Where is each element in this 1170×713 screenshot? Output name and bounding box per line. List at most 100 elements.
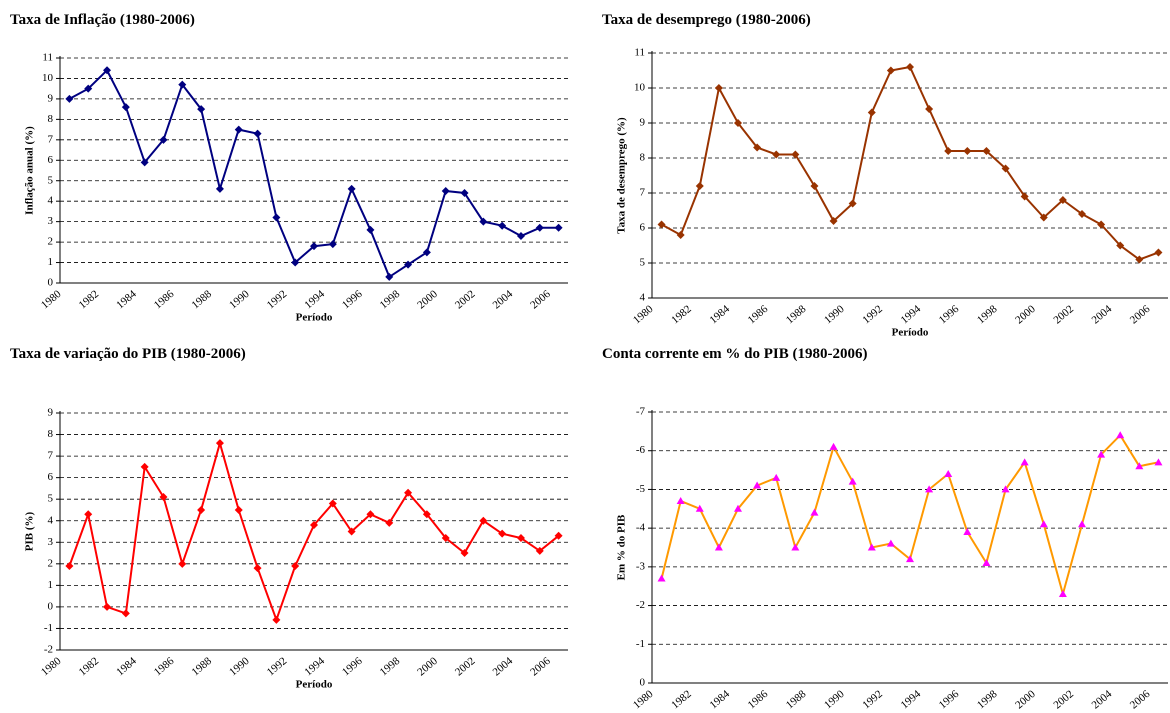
data-point — [1001, 485, 1010, 493]
x-axis-label: Período — [296, 679, 333, 691]
y-tick-label: 6 — [48, 471, 54, 483]
data-point — [963, 528, 972, 536]
x-axis-label: Período — [892, 327, 929, 339]
data-point — [982, 558, 991, 566]
data-point — [963, 147, 972, 155]
data-point — [159, 135, 168, 144]
data-line — [661, 65, 1159, 261]
x-tick-label: 1988 — [190, 655, 215, 679]
data-point — [1097, 220, 1106, 229]
data-point — [657, 574, 666, 582]
data-point — [479, 217, 488, 226]
x-tick-label: 2002 — [1051, 303, 1076, 326]
y-tick-label: 2 — [48, 557, 54, 569]
data-point — [310, 242, 318, 251]
y-tick-label: 6 — [48, 154, 54, 166]
data-point — [1135, 462, 1144, 470]
y-tick-label: 7 — [640, 187, 646, 199]
data-point — [479, 516, 488, 525]
y-tick-label: 4 — [48, 195, 54, 207]
x-tick-label: 1992 — [265, 288, 290, 311]
data-point — [554, 223, 563, 232]
x-tick-label: 2004 — [1090, 688, 1115, 712]
data-point — [554, 531, 563, 540]
y-tick-label: 5 — [48, 174, 54, 186]
data-point — [178, 80, 187, 89]
data-point — [810, 508, 819, 516]
x-tick-label: 2006 — [528, 655, 553, 679]
data-point — [140, 158, 149, 167]
data-point — [65, 94, 74, 103]
x-tick-label: 2006 — [528, 288, 553, 312]
data-point — [215, 184, 224, 193]
data-point — [1097, 450, 1106, 458]
y-tick-label: 4 — [48, 514, 54, 526]
data-point — [848, 477, 857, 485]
data-point — [404, 260, 413, 269]
y-tick-label: 9 — [48, 407, 54, 419]
x-tick-label: 2002 — [453, 655, 478, 678]
data-point — [347, 184, 356, 193]
data-point — [1116, 241, 1125, 250]
x-tick-label: 1984 — [114, 288, 139, 312]
y-tick-label: 0 — [640, 677, 646, 689]
data-point — [178, 559, 187, 568]
data-point — [441, 533, 450, 542]
data-point — [867, 108, 876, 117]
x-tick-label: 2000 — [415, 655, 440, 679]
y-tick-label: 10 — [634, 82, 646, 94]
data-point — [215, 439, 224, 448]
y-tick-label: -7 — [636, 406, 646, 418]
data-point — [535, 223, 544, 232]
x-tick-label: 2006 — [1128, 688, 1153, 712]
x-tick-label: 1994 — [302, 288, 327, 312]
y-tick-label: 8 — [48, 113, 54, 125]
data-point — [422, 248, 431, 257]
y-tick-label: -6 — [636, 444, 646, 456]
data-point — [714, 84, 723, 92]
x-tick-label: 1988 — [784, 688, 809, 712]
data-point — [886, 66, 895, 75]
x-tick-label: 1984 — [707, 303, 732, 327]
y-tick-label: 5 — [640, 257, 646, 269]
x-tick-label: 1992 — [265, 655, 290, 678]
x-tick-label: 1982 — [77, 655, 102, 678]
data-point — [516, 533, 525, 542]
x-tick-label: 1980 — [631, 688, 656, 712]
data-point — [695, 182, 704, 190]
x-tick-label: 1982 — [77, 288, 102, 311]
y-axis-label: Taxa de desemprego (%) — [616, 117, 628, 234]
data-point — [1058, 589, 1067, 597]
data-point — [886, 539, 895, 547]
data-point — [103, 602, 112, 611]
data-point — [925, 105, 934, 113]
x-tick-label: 1990 — [227, 655, 252, 679]
x-tick-label: 1990 — [822, 303, 847, 327]
x-tick-label: 1988 — [784, 303, 809, 327]
y-tick-label: 10 — [42, 72, 54, 84]
data-point — [197, 505, 206, 514]
data-point — [347, 527, 356, 536]
y-tick-label: 8 — [640, 152, 646, 164]
data-point — [867, 543, 876, 551]
data-line — [68, 439, 560, 623]
x-tick-label: 2004 — [491, 288, 516, 312]
data-point — [253, 129, 262, 138]
y-tick-label: 3 — [48, 536, 54, 548]
x-tick-label: 1986 — [152, 288, 177, 312]
data-point — [1058, 196, 1067, 204]
y-tick-label: 1 — [48, 256, 54, 268]
x-tick-label: 1984 — [114, 655, 139, 679]
x-tick-label: 2000 — [415, 288, 440, 312]
chart-title: Taxa de Inflação (1980-2006) — [10, 12, 195, 28]
x-tick-label: 1984 — [707, 688, 732, 712]
y-tick-label: -1 — [636, 638, 645, 650]
y-tick-label: -2 — [636, 599, 645, 611]
x-tick-label: 1988 — [190, 288, 215, 312]
data-point — [791, 543, 800, 551]
x-axis-label: Período — [296, 312, 333, 324]
y-tick-label: -4 — [636, 522, 646, 534]
y-tick-label: 2 — [48, 236, 54, 248]
x-tick-label: 1986 — [152, 655, 177, 679]
